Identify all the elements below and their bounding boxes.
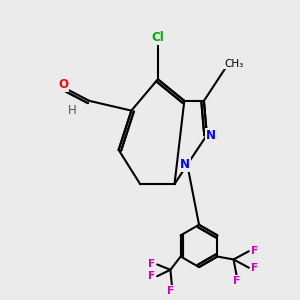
- Text: O: O: [58, 78, 68, 91]
- Text: N: N: [206, 129, 216, 142]
- Text: F: F: [148, 260, 155, 269]
- Text: F: F: [167, 286, 174, 296]
- Text: H: H: [68, 104, 76, 117]
- Text: CH₃: CH₃: [224, 58, 244, 69]
- Text: F: F: [233, 276, 240, 286]
- Text: Cl: Cl: [152, 31, 164, 44]
- Text: N: N: [180, 158, 190, 171]
- Text: F: F: [148, 271, 155, 281]
- Text: F: F: [250, 263, 258, 273]
- Text: F: F: [250, 246, 258, 256]
